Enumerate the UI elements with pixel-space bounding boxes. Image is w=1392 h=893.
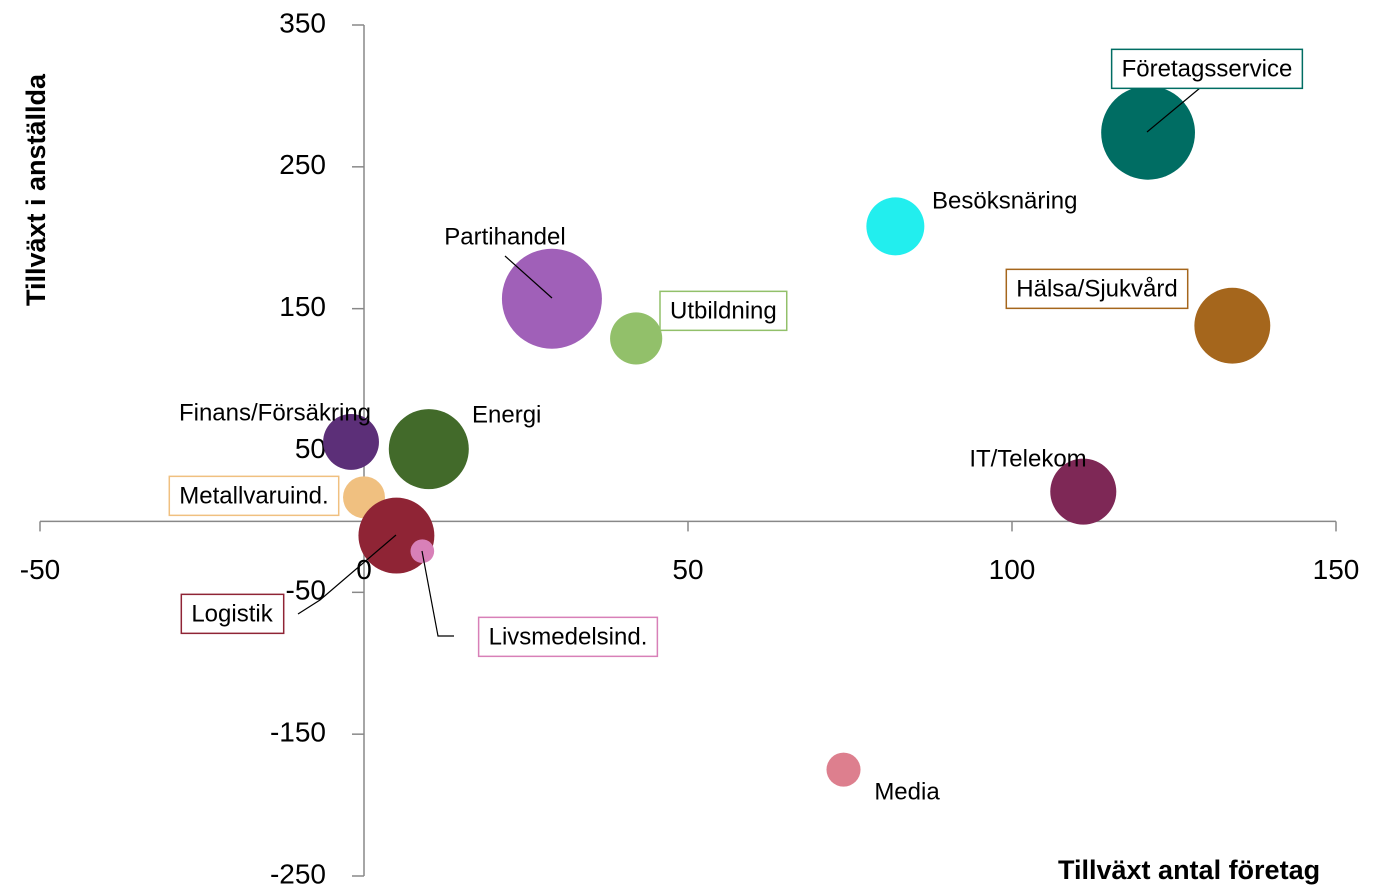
bubble-label: Logistik (191, 600, 273, 627)
label-box (180, 593, 285, 635)
leader-line (504, 255, 553, 299)
bubble (866, 197, 925, 256)
label-box (1005, 268, 1189, 310)
bubble (1050, 458, 1117, 525)
bubble-label: Livsmedelsind. (489, 623, 648, 650)
y-tick-label: 250 (279, 149, 326, 180)
y-tick-label: -150 (270, 717, 326, 748)
bubble (323, 414, 379, 470)
label-box (477, 616, 659, 658)
label-box (659, 290, 788, 332)
label-box (1110, 48, 1304, 90)
y-tick-label: 150 (279, 291, 326, 322)
x-tick-label: 100 (989, 554, 1036, 585)
x-axis-title: Tillväxt antal företag (1058, 855, 1320, 885)
bubble-label: Metallvaruind. (179, 482, 328, 509)
x-tick-label: 150 (1313, 554, 1360, 585)
bubble-label: IT/Telekom (969, 445, 1086, 472)
y-tick-label: 350 (279, 7, 326, 38)
y-tick-label: -250 (270, 858, 326, 889)
y-axis-title: Tillväxt i anställda (21, 73, 51, 306)
label-box (168, 475, 340, 517)
bubble-label: Media (874, 778, 940, 805)
bubble-label: Partihandel (444, 223, 565, 250)
bubble (1101, 85, 1195, 180)
bubble (388, 409, 469, 490)
bubble-label: Hälsa/Sjukvård (1016, 275, 1177, 302)
bubble-label: Energi (472, 401, 541, 428)
bubble (501, 248, 602, 349)
y-tick-label: 50 (295, 433, 326, 464)
bubble (1194, 287, 1271, 364)
leader-line (297, 534, 397, 615)
y-tick-label: -50 (286, 575, 326, 606)
bubble-label: Företagsservice (1122, 55, 1293, 82)
x-tick-label: -50 (20, 554, 60, 585)
leader-line (421, 550, 454, 637)
bubble (610, 312, 663, 365)
bubble-label: Besöksnäring (932, 187, 1077, 214)
bubble-label: Utbildning (670, 297, 777, 324)
bubble-label: Finans/Försäkring (179, 399, 371, 426)
x-tick-label: 50 (672, 554, 703, 585)
bubble (826, 752, 861, 787)
x-tick-label: 0 (356, 554, 372, 585)
leader-line (1146, 87, 1201, 133)
